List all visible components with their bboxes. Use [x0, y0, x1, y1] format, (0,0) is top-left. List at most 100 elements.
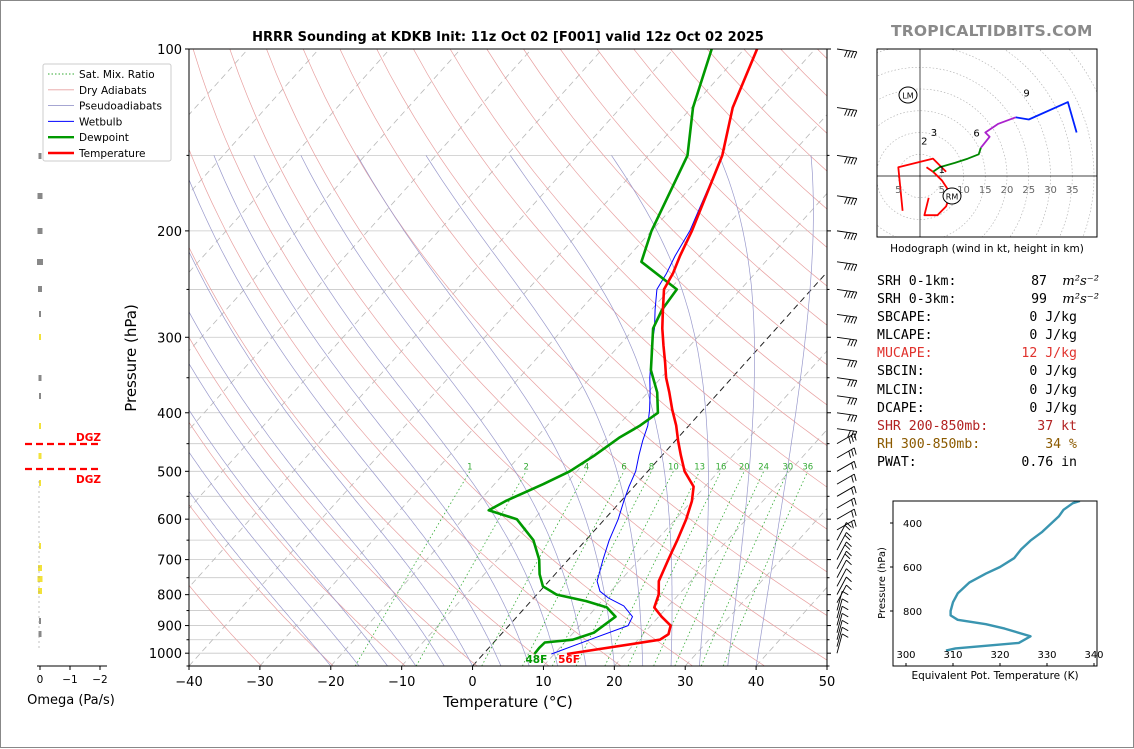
parameter-name: SRH 0-1km:: [877, 273, 956, 291]
wind-barb: [837, 396, 857, 405]
theta-e-y-tick-label: 400: [903, 519, 922, 530]
dewpoint-line: [489, 49, 712, 654]
mixing-ratio-line: [482, 471, 587, 666]
wind-barb: [837, 314, 857, 323]
pressure-tick-label: 800: [157, 589, 182, 604]
dgz-label: DGZ: [76, 432, 101, 444]
theta-e-x-tick-label: 310: [943, 650, 962, 661]
parameter-name: MLCIN:: [877, 382, 925, 400]
wind-barb: [837, 413, 857, 422]
mixing-ratio-line: [654, 471, 745, 666]
wind-barb: [837, 461, 856, 471]
mixing-ratio-line: [675, 471, 764, 666]
wind-barb: [837, 520, 856, 530]
parameter-name: MLCAPE:: [877, 327, 933, 345]
omega-bar: [38, 576, 43, 582]
omega-tick-label: −1: [62, 674, 77, 686]
parameter-value: 0 J/kg: [1029, 382, 1077, 400]
legend-label: Dry Adiabats: [79, 85, 147, 97]
parameter-value: 12 J/kg: [1021, 345, 1077, 363]
parameter-value: 0 J/kg: [1029, 309, 1077, 327]
wind-barb: [837, 569, 852, 587]
skewt-ylabel: Pressure (hPa): [122, 304, 140, 412]
theta-e-y-tick-label: 600: [903, 563, 922, 574]
parameter-row: SBCIN:0 J/kg: [877, 363, 1107, 381]
parameter-name: PWAT:: [877, 454, 917, 472]
wind-barb: [837, 474, 856, 484]
legend-label: Pseudoadiabats: [79, 101, 162, 113]
hodograph-height-label: 6: [973, 129, 979, 140]
wind-barb: [837, 560, 852, 578]
mixing-ratio-line: [701, 471, 788, 666]
mixing-ratio-line: [605, 471, 700, 666]
omega-bar: [38, 193, 43, 199]
hodograph-ring-label: 25: [1022, 185, 1035, 196]
isotherm-line: [402, 49, 957, 666]
dry-adiabat: [193, 49, 693, 666]
pseudoadiabat: [301, 155, 586, 666]
omega-bar: [38, 588, 42, 594]
omega-bar: [38, 286, 42, 292]
omega-bar: [38, 228, 43, 234]
parameter-value: 0 J/kg: [1029, 363, 1077, 381]
parameter-name: SHR 200-850mb:: [877, 418, 988, 436]
mixing-ratio-label: 16: [716, 462, 727, 472]
wind-barb: [837, 429, 857, 438]
hodograph-ring-label: 5: [895, 185, 901, 196]
wind-barb: [837, 448, 856, 458]
pressure-tick-label: 1000: [149, 647, 182, 662]
mixing-ratio-line: [522, 471, 624, 666]
parameter-row: MUCAPE:12 J/kg: [877, 345, 1107, 363]
wind-barb: [837, 196, 857, 205]
legend-label: Sat. Mix. Ratio: [79, 69, 155, 81]
hodograph-segment: [981, 117, 1016, 147]
wind-barbs: [837, 49, 857, 653]
wind-barb: [837, 486, 856, 496]
wind-barb: [837, 523, 852, 541]
parameter-unit: m²s⁻²: [1062, 291, 1099, 309]
parameter-value: 99: [1031, 291, 1047, 309]
legend-label: Dewpoint: [79, 132, 129, 144]
omega-bar: [39, 311, 41, 317]
omega-bar: [39, 375, 42, 381]
wind-barb: [837, 509, 856, 519]
skewt-frame: [189, 49, 827, 666]
hodograph-height-label: 1: [939, 165, 945, 176]
mixing-ratio-label: 13: [694, 462, 705, 472]
omega-xlabel: Omega (Pa/s): [27, 693, 115, 708]
parameter-value: 0 J/kg: [1029, 327, 1077, 345]
wind-barb: [837, 551, 852, 569]
hodograph-trace: [898, 102, 1076, 215]
omega-bar: [39, 334, 41, 340]
omega-bar: [38, 565, 42, 571]
x-tick-label: −10: [388, 675, 415, 690]
x-tick-label: 0: [468, 675, 476, 690]
parameter-unit: m²s⁻²: [1062, 273, 1099, 291]
wind-barb: [837, 358, 857, 367]
wind-barb: [837, 262, 857, 271]
hodograph-ring-label: 35: [1066, 185, 1079, 196]
parameter-row: RH 300-850mb:34 %: [877, 436, 1107, 454]
surface-temperature-label: 56F: [558, 654, 580, 666]
hodograph-segment: [1016, 102, 1077, 132]
wind-barb: [837, 434, 856, 444]
hodograph-height-label: 9: [1023, 89, 1029, 100]
wind-barb: [837, 231, 857, 240]
theta-e-x-tick-label: 340: [1084, 650, 1103, 661]
mixing-ratio-label: 36: [802, 462, 813, 472]
mixing-ratio-line: [552, 471, 651, 666]
isotherm-line: [260, 49, 815, 666]
pseudoadiabat: [357, 155, 614, 666]
pressure-tick-label: 700: [157, 554, 182, 569]
pressure-tick-label: 600: [157, 513, 182, 528]
surface-dewpoint-label: 48F: [526, 654, 548, 666]
skewt-series: 48F 56F: [489, 49, 757, 666]
omega-bar: [39, 453, 42, 459]
isotherm-line: [118, 49, 673, 666]
parameter-row: PWAT:0.76 in: [877, 454, 1107, 472]
